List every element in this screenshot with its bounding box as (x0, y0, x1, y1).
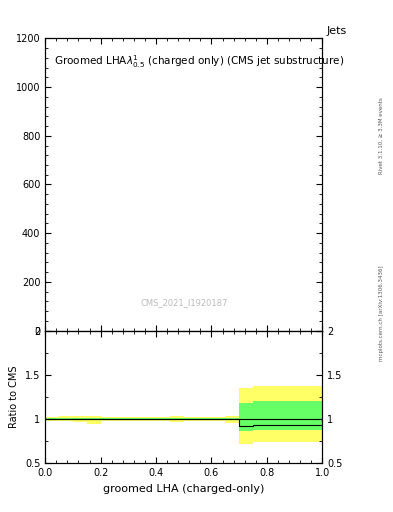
Text: mcplots.cern.ch [arXiv:1306.3436]: mcplots.cern.ch [arXiv:1306.3436] (379, 266, 384, 361)
X-axis label: groomed LHA (charged-only): groomed LHA (charged-only) (103, 484, 264, 494)
Text: Groomed LHA$\lambda^1_{0.5}$ (charged only) (CMS jet substructure): Groomed LHA$\lambda^1_{0.5}$ (charged on… (53, 53, 344, 70)
Text: Jets: Jets (326, 26, 347, 36)
Y-axis label: Ratio to CMS: Ratio to CMS (9, 366, 19, 428)
Text: CMS_2021_I1920187: CMS_2021_I1920187 (140, 298, 228, 307)
Text: Rivet 3.1.10, ≥ 3.3M events: Rivet 3.1.10, ≥ 3.3M events (379, 98, 384, 175)
